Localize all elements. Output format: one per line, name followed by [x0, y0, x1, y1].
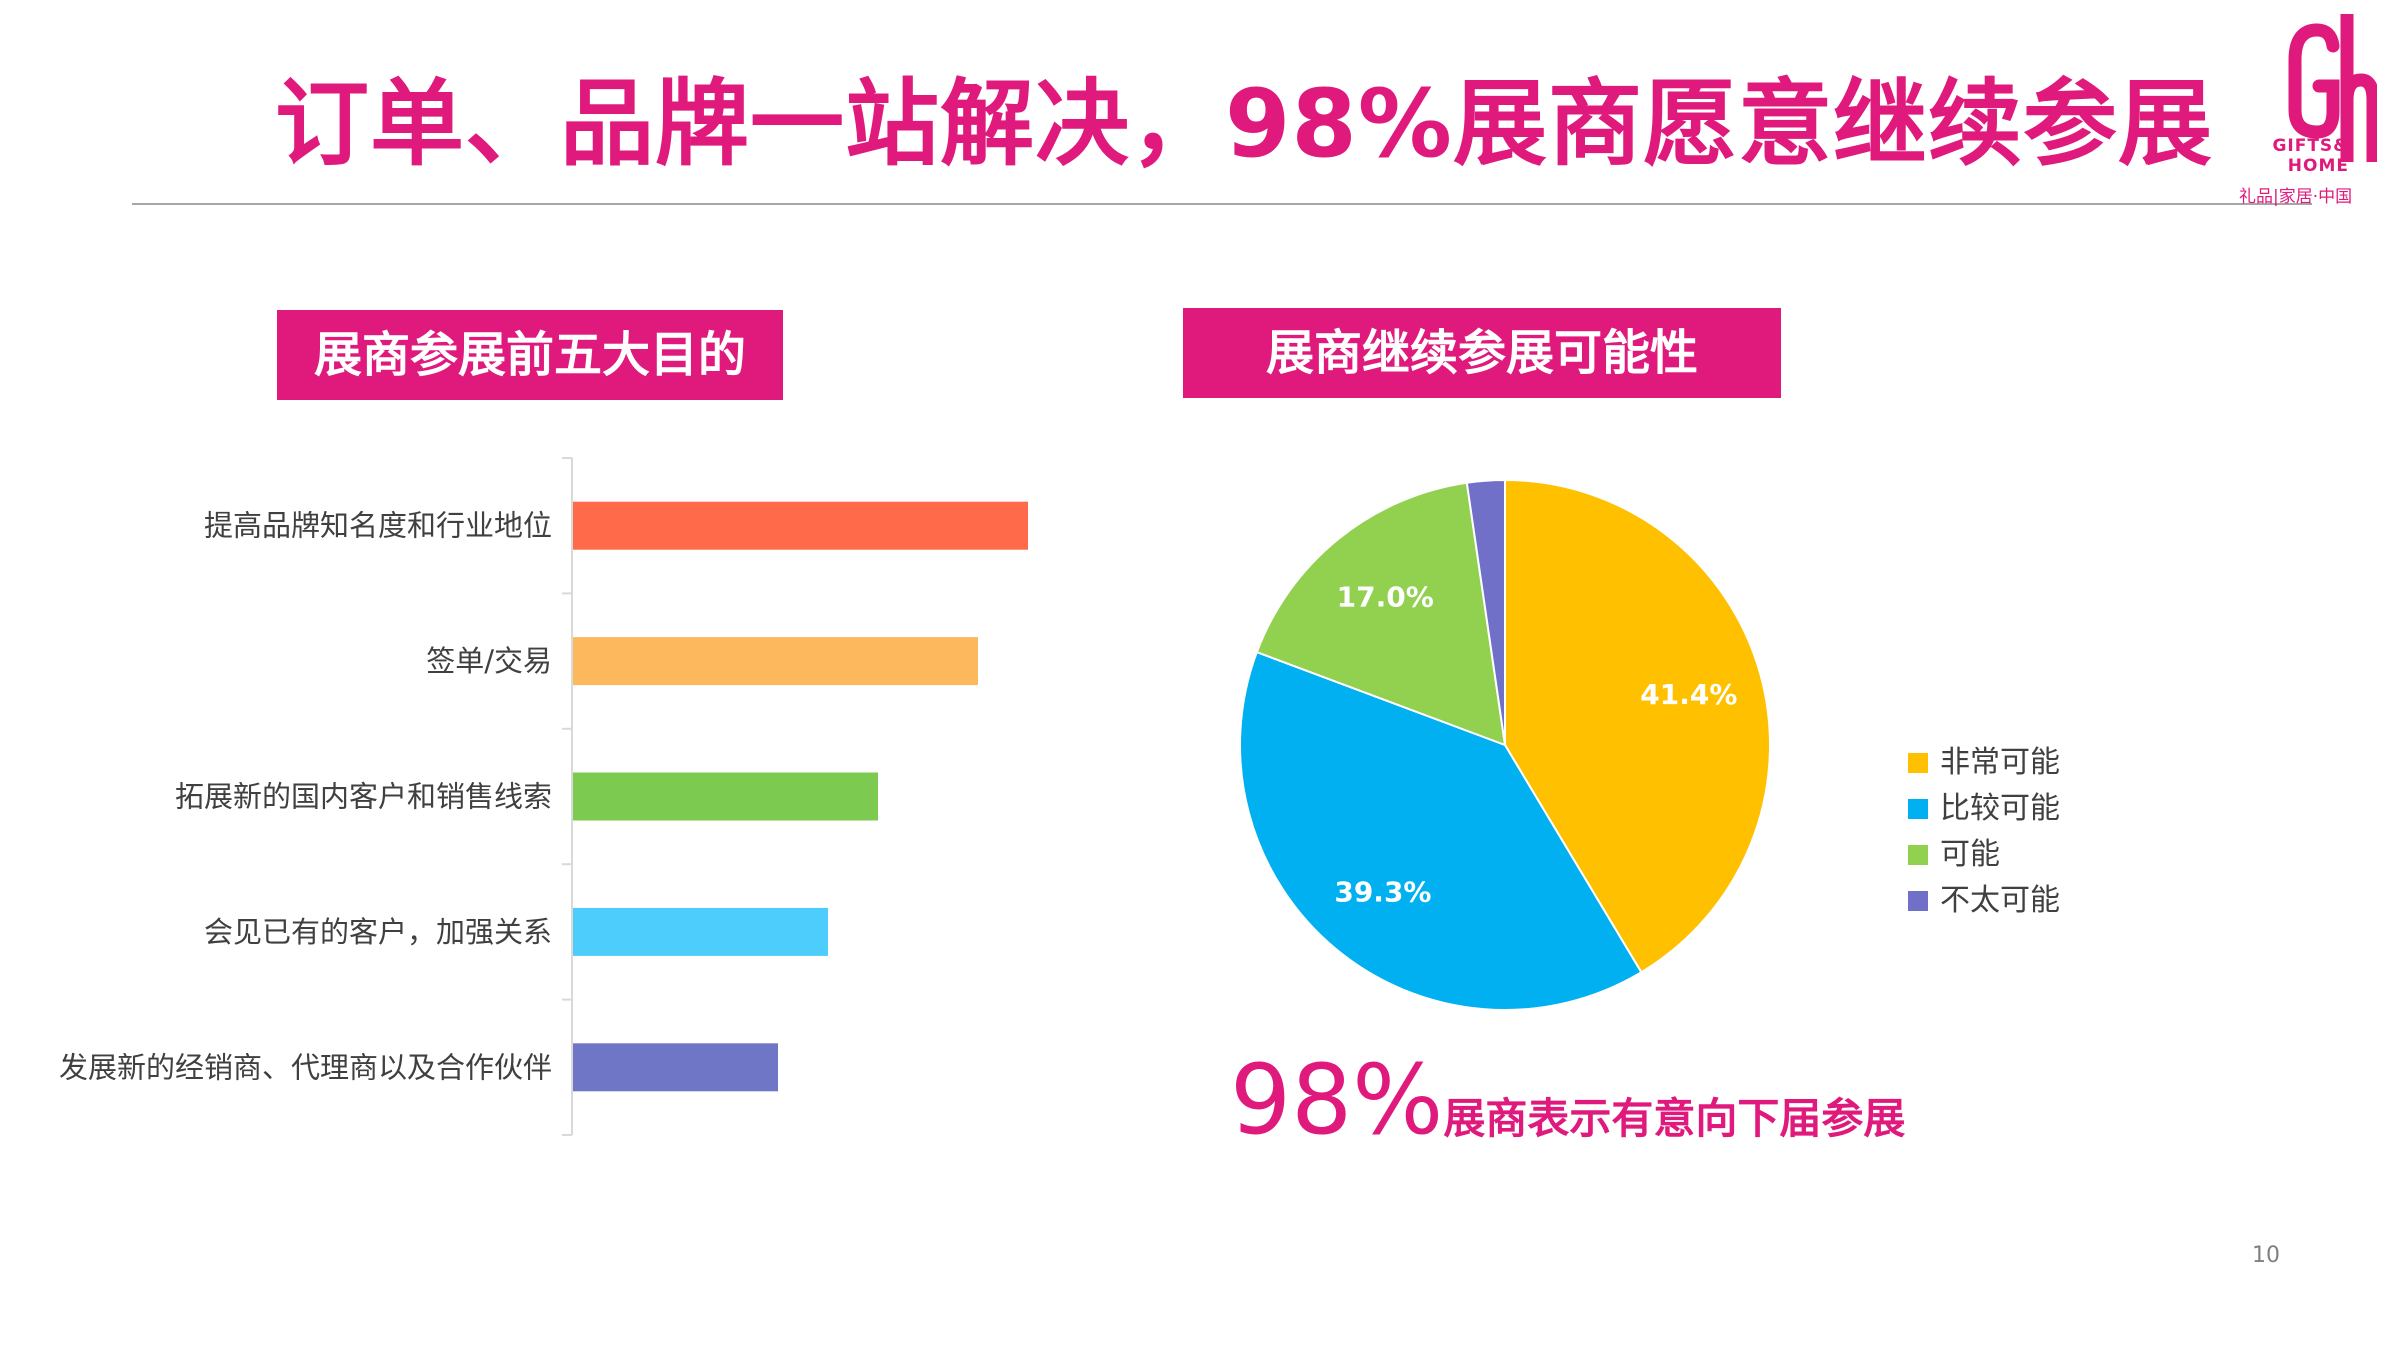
bar-category-label: 拓展新的国内客户和销售线索 [175, 780, 552, 814]
legend-label: 比较可能 [1940, 791, 2060, 826]
highlight-text: 展商表示有意向下届参展 [1443, 1094, 1906, 1143]
legend-item: 可能 [1908, 832, 2108, 878]
likelihood-pie-chart: 41.4% 39.3% 17.0% [1239, 478, 1771, 1011]
page-number: 10 [2252, 1243, 2280, 1268]
gifts-home-logo: GIFTS& HOME 礼品|家居·中国 [2235, 12, 2400, 207]
purposes-bar-chart: 提高品牌知名度和行业地位签单/交易拓展新的国内客户和销售线索会见已有的客户，加强… [59, 457, 1028, 1136]
section-tag-purposes: 展商参展前五大目的 [277, 310, 783, 400]
bar-1 [573, 501, 1028, 550]
pie-legend: 非常可能比较可能可能不太可能 [1908, 740, 2108, 924]
bar-4 [573, 907, 828, 956]
legend-label: 可能 [1940, 837, 2000, 872]
bar-3 [573, 772, 878, 821]
bar-5 [573, 1043, 778, 1092]
pie-slice-1 [1504, 478, 1771, 974]
bar-2 [573, 637, 978, 686]
legend-label: 非常可能 [1940, 745, 2060, 780]
bar-category-label: 会见已有的客户，加强关系 [204, 915, 552, 949]
highlight-percent: 98% [1230, 1044, 1444, 1156]
legend-swatch [1908, 799, 1928, 819]
pie-data-label: 39.3% [1334, 876, 1431, 909]
bar-category-label: 发展新的经销商、代理商以及合作伙伴 [59, 1050, 552, 1084]
section-tag-likelihood: 展商继续参展可能性 [1183, 308, 1781, 398]
pie-slice-2 [1239, 650, 1643, 1011]
pie-slice-4 [1465, 478, 1506, 746]
legend-label: 不太可能 [1940, 883, 2060, 918]
bar-category-label: 提高品牌知名度和行业地位 [204, 509, 552, 543]
highlight-statement: 98%展商表示有意向下届参展 [1230, 1040, 2030, 1160]
pie-data-label: 17.0% [1337, 580, 1434, 613]
bar-category-label: 签单/交易 [426, 644, 552, 678]
logo-english-text: GIFTS& HOME [2272, 136, 2349, 176]
legend-swatch [1908, 845, 1928, 865]
gh-logo-mark [2288, 14, 2377, 162]
legend-item: 比较可能 [1908, 786, 2108, 832]
pie-slice-3 [1255, 481, 1507, 747]
page-title: 订单、品牌一站解决，98%展商愿意继续参展 [275, 70, 2213, 179]
title-divider [132, 203, 2312, 205]
legend-item: 不太可能 [1908, 878, 2108, 924]
legend-swatch [1908, 753, 1928, 773]
logo-chinese-text: 礼品|家居·中国 [2239, 187, 2353, 207]
legend-item: 非常可能 [1908, 740, 2108, 786]
legend-swatch [1908, 891, 1928, 911]
pie-data-label: 41.4% [1640, 678, 1737, 711]
